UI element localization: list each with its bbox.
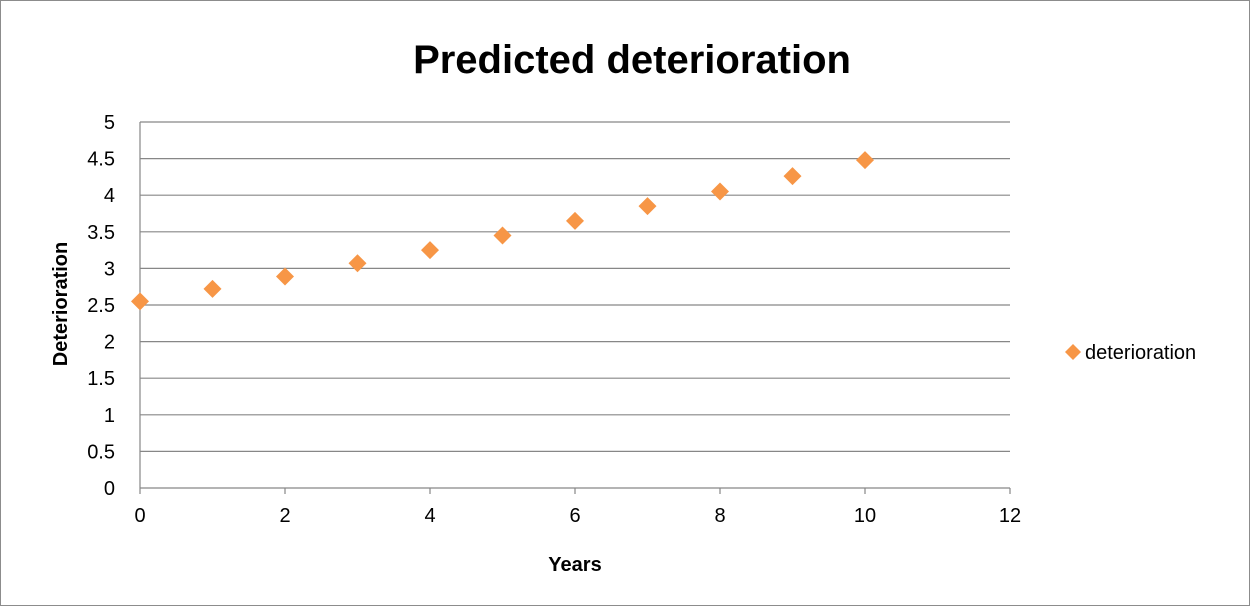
gridlines xyxy=(140,121,1010,452)
y-tick-label: 2 xyxy=(104,332,115,354)
data-point xyxy=(783,167,802,186)
y-tick-label: 1 xyxy=(104,405,115,427)
y-tick-label: 3.5 xyxy=(87,222,115,244)
data-point xyxy=(856,151,874,170)
x-tick-label: 8 xyxy=(714,505,725,527)
x-tick-label: 2 xyxy=(279,505,290,527)
x-tick-label: 10 xyxy=(854,505,876,527)
data-point xyxy=(131,292,149,311)
data-point xyxy=(203,279,222,298)
legend: deterioration xyxy=(1065,342,1196,364)
data-point xyxy=(711,182,729,201)
data-point xyxy=(638,197,657,216)
x-tick-label: 6 xyxy=(569,505,580,527)
x-tick-labels: 0 2 4 6 8 10 12 xyxy=(134,505,1021,527)
y-tick-label: 5 xyxy=(104,112,115,134)
data-point xyxy=(566,211,584,230)
y-axis-label: Deterioration xyxy=(50,242,72,366)
y-tick-label: 4 xyxy=(104,185,115,207)
data-point xyxy=(348,254,367,273)
y-tick-label: 1.5 xyxy=(87,368,115,390)
data-point xyxy=(421,241,439,260)
x-tick-label: 0 xyxy=(134,505,145,527)
x-axis-label: Years xyxy=(548,554,601,576)
y-tick-labels: 0 0.5 1 1.5 2 2.5 3 3.5 4 4.5 5 xyxy=(87,112,115,500)
x-tick-label: 12 xyxy=(999,505,1021,527)
data-point xyxy=(493,226,512,245)
y-tick-label: 0 xyxy=(104,478,115,500)
axes xyxy=(139,122,1011,494)
chart-title: Predicted deterioration xyxy=(413,38,851,82)
legend-entry: deterioration xyxy=(1085,342,1196,364)
y-tick-label: 0.5 xyxy=(87,441,115,463)
data-point xyxy=(276,267,294,286)
x-tick-label: 4 xyxy=(424,505,435,527)
data-points xyxy=(131,151,874,311)
y-tick-label: 3 xyxy=(104,258,115,280)
legend-marker xyxy=(1065,344,1081,360)
y-tick-label: 4.5 xyxy=(87,149,115,171)
y-tick-label: 2.5 xyxy=(87,295,115,317)
